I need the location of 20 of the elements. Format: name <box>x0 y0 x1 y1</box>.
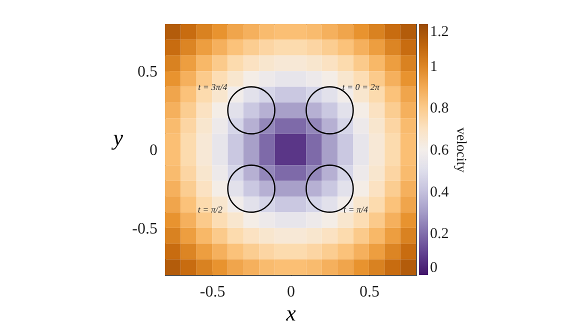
color-bar-label: 0.6 <box>430 142 450 158</box>
x-axis-title: x <box>285 300 296 326</box>
color-bar-label: 0.2 <box>430 226 449 242</box>
x-tick-label: -0.5 <box>200 284 226 300</box>
color-bar-title: velocity <box>453 127 468 173</box>
y-tick-label: -0.5 <box>132 220 158 238</box>
color-bar-label: 0 <box>430 260 438 276</box>
color-bar-label: 1.2 <box>430 24 449 40</box>
annotation: t = π/4 <box>343 204 369 215</box>
annotation: t = 0 = 2π <box>342 82 380 92</box>
y-tick-label: 0.5 <box>138 64 158 81</box>
annotation: t = π/2 <box>198 204 223 215</box>
annotation: t = 3π/4 <box>198 82 228 92</box>
y-axis-title: y <box>111 125 124 150</box>
color-bar-label: 0.8 <box>430 100 449 117</box>
x-tick-label: 0.5 <box>359 284 380 300</box>
x-tick-label: 0 <box>287 284 295 300</box>
color-bar-label: 1 <box>430 58 438 75</box>
color-bar-label: 0.4 <box>430 184 450 200</box>
y-tick-label: 0 <box>150 142 158 159</box>
